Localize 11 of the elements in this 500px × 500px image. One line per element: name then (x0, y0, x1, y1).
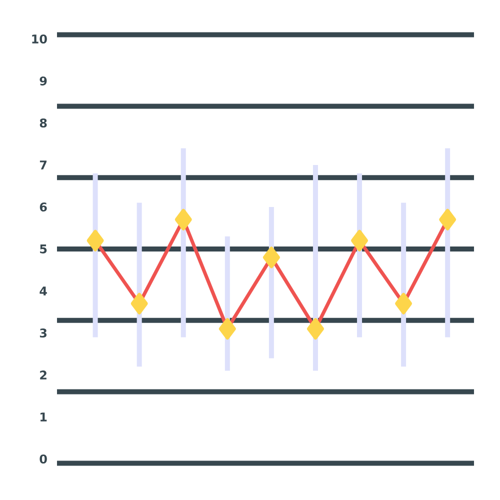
y-tick-label: 1 (40, 412, 47, 422)
y-tick-label: 9 (40, 76, 47, 86)
y-tick-label: 6 (40, 202, 47, 212)
y-tick-label: 5 (40, 244, 47, 254)
y-tick-label: 2 (40, 370, 46, 380)
y-tick-label: 7 (40, 160, 47, 170)
y-tick-label: 4 (40, 286, 47, 296)
y-tick-label: 3 (40, 328, 47, 338)
y-tick-label: 0 (40, 454, 47, 464)
y-tick-label: 8 (40, 118, 47, 128)
y-tick-label: 10 (32, 34, 47, 44)
